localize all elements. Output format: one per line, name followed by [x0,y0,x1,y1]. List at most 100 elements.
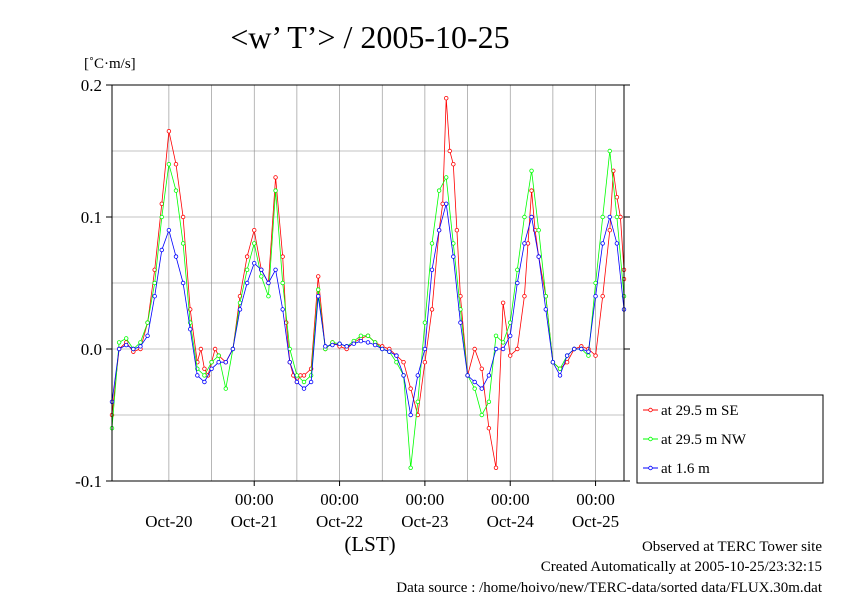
data-point [522,294,527,299]
data-point [152,294,157,299]
data-point [401,373,406,378]
data-point [301,373,307,378]
data-point [593,353,598,358]
data-point [408,412,413,418]
legend-label: at 29.5 m SE [661,403,739,419]
data-point [529,188,534,193]
data-point [180,214,186,220]
data-point [124,336,129,341]
data-point [159,247,164,253]
data-point [525,241,531,246]
x-tick-date-label: Oct-22 [316,512,363,531]
data-point [529,214,534,220]
data-point [301,379,307,385]
data-point [358,333,364,338]
series-layer [109,95,627,470]
data-point [351,341,356,346]
data-point [344,344,349,349]
data-point [216,360,221,365]
data-point [422,320,428,325]
data-point [600,214,605,220]
data-point [131,346,136,352]
plot-frame [111,84,625,482]
legend-items: at 29.5 m SE at 29.5 m NW at 1.6 m [643,403,747,477]
data-point [564,353,570,358]
data-point [287,360,292,365]
x-tick-time-label: 00:00 [576,490,615,509]
data-point [138,340,143,345]
data-point [543,307,548,312]
data-point [557,366,563,371]
x-tick-date-label: Oct-21 [231,512,278,531]
x-axis-label: (LST) [344,532,395,556]
data-point [493,346,499,352]
x-axis-ticks: 00:00 00:00 00:00 00:00 00:00 Oct-20 Oct-21 Oct… [145,481,619,531]
data-point [159,214,164,220]
data-point [408,386,413,391]
data-point [223,360,228,365]
data-point [515,280,520,286]
data-point [365,333,371,338]
data-point [301,386,307,391]
chart-title: <w’ T’> / 2005-10-25 [230,19,509,55]
x-tick-date-label: Oct-25 [572,512,619,531]
data-point [465,373,470,378]
data-point [330,342,335,348]
data-point [237,307,243,312]
data-point [380,346,385,352]
data-point [266,294,271,299]
data-point [522,241,527,246]
data-point [429,307,435,312]
data-point [614,241,620,246]
legend-swatch-marker [648,465,653,471]
data-point [550,360,556,365]
legend-box [636,394,824,484]
data-point [536,254,541,259]
data-point [500,346,506,352]
data-point [486,426,492,431]
footer-data-source: Data source : /home/hoivo/new/TERC-data/… [396,580,823,595]
data-point [401,360,406,365]
x-tick-time-label: 00:00 [235,490,274,509]
x-tick-time-label: 00:00 [320,490,359,509]
legend: at 29.5 m SE at 29.5 m NW at 1.6 m [636,394,824,484]
data-point [564,360,570,365]
data-point [259,267,264,272]
data-point [614,194,620,200]
data-point [422,346,428,352]
series-3 [109,201,627,418]
data-point [493,333,499,338]
data-point [472,379,477,385]
data-point [252,227,257,233]
legend-swatch-marker [648,436,653,442]
x-tick-date-label: Oct-23 [401,512,448,531]
data-point [195,373,200,378]
data-point [294,373,300,378]
data-point [230,346,236,352]
data-point [166,128,172,134]
data-point [479,366,484,371]
data-point [614,214,620,220]
data-point [116,346,122,352]
data-point [152,280,157,286]
data-point [308,373,314,378]
data-point [124,342,129,348]
data-point [202,379,207,385]
data-point [479,386,484,391]
data-point [472,346,477,352]
data-point [316,287,321,292]
data-point [422,360,428,365]
data-point [394,360,399,365]
data-point [323,344,328,349]
data-point [444,201,449,206]
data-point [618,214,623,220]
legend-swatch-marker [648,407,653,413]
data-point [486,373,492,378]
data-point [557,373,563,378]
data-point [166,161,172,167]
x-tick-time-label: 00:00 [406,490,445,509]
data-point [202,366,207,371]
data-point [500,340,506,345]
data-point [252,261,257,266]
data-point [493,465,499,470]
